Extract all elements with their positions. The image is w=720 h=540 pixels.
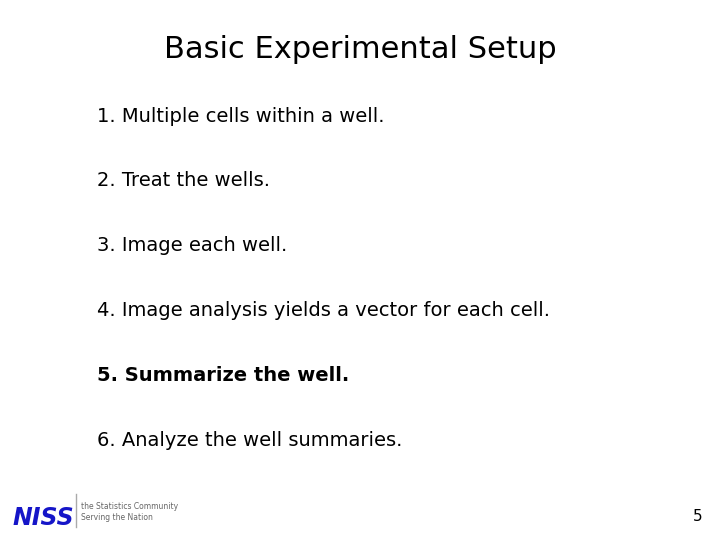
- Text: Serving the Nation: Serving the Nation: [81, 513, 153, 522]
- Text: 4. Image analysis yields a vector for each cell.: 4. Image analysis yields a vector for ea…: [97, 301, 550, 320]
- Text: 5. Summarize the well.: 5. Summarize the well.: [97, 366, 349, 385]
- Text: the Statistics Community: the Statistics Community: [81, 502, 179, 511]
- Text: 5: 5: [693, 509, 702, 524]
- Text: 6. Analyze the well summaries.: 6. Analyze the well summaries.: [97, 430, 402, 450]
- Text: NISS: NISS: [13, 507, 75, 530]
- Text: 2. Treat the wells.: 2. Treat the wells.: [97, 171, 270, 191]
- Text: 1. Multiple cells within a well.: 1. Multiple cells within a well.: [97, 106, 384, 126]
- Text: Basic Experimental Setup: Basic Experimental Setup: [163, 35, 557, 64]
- Text: 3. Image each well.: 3. Image each well.: [97, 236, 287, 255]
